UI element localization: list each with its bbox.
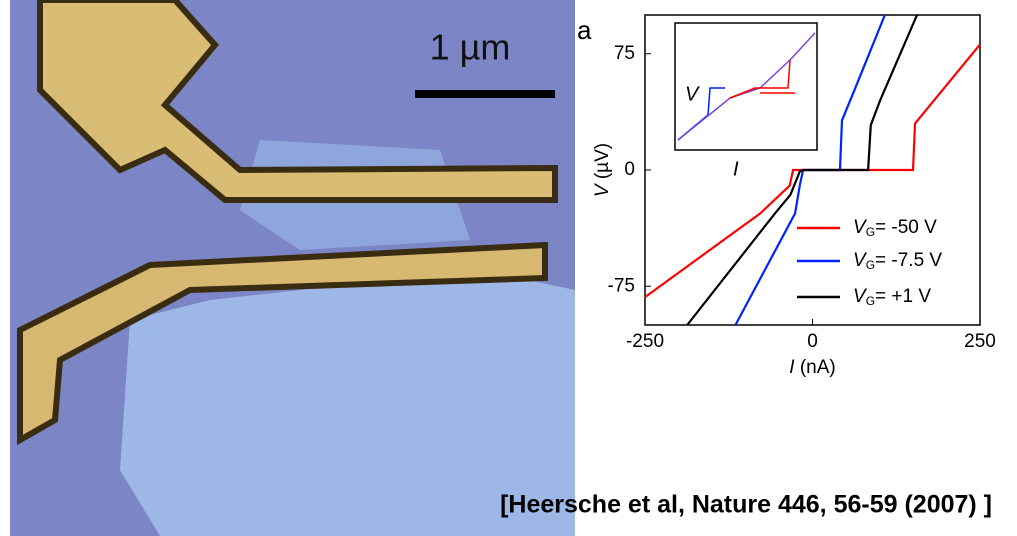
y-axis-label: V (µV) — [592, 143, 613, 197]
y-tick-label: -75 — [608, 275, 635, 296]
scale-bar — [415, 90, 555, 98]
legend-text: = -7.5 V — [875, 250, 942, 271]
y-axis-label-text: (µV) — [592, 143, 613, 185]
legend-subscript: G — [866, 294, 875, 308]
y-tick-label: 0 — [624, 159, 635, 180]
x-axis-label-symbol: I — [789, 357, 795, 378]
legend-text: = +1 V — [875, 286, 931, 307]
inset-frame — [674, 22, 818, 151]
series-line — [644, 43, 981, 298]
legend-symbol: V — [853, 286, 868, 307]
x-axis-label: I (nA) — [789, 357, 835, 378]
x-tick-label: -250 — [626, 331, 664, 352]
x-axis-label-text: (nA) — [795, 357, 836, 378]
legend-symbol: V — [853, 217, 868, 238]
legend-subscript: G — [866, 225, 875, 239]
inset: V I — [674, 22, 818, 180]
legend-subscript: G — [866, 258, 875, 272]
inset-y-label: V — [685, 83, 700, 105]
x-tick-label: 0 — [807, 331, 818, 352]
scale-bar-label: 1 µm — [430, 27, 511, 68]
series-line — [686, 14, 919, 326]
legend-symbol: V — [853, 250, 868, 271]
legend-entry: VG= -50 V — [853, 217, 937, 239]
y-axis-label-symbol: V — [592, 182, 613, 197]
inset-red — [729, 59, 791, 99]
x-tick-label: 250 — [964, 331, 996, 352]
legend-entry: VG= +1 V — [853, 286, 931, 308]
legend-text: = -50 V — [875, 217, 937, 238]
citation: [Heersche et al, Nature 446, 56-59 (2007… — [500, 491, 992, 519]
inset-x-label: I — [733, 158, 739, 180]
y-tick-label: 75 — [614, 43, 635, 64]
legend-entry: VG= -7.5 V — [853, 250, 942, 272]
electrode-bottom — [17, 241, 548, 446]
micrograph: 1 µm — [10, 0, 575, 536]
panel-label: a — [577, 15, 592, 45]
flake — [120, 270, 575, 536]
electrode-top — [37, 0, 558, 203]
